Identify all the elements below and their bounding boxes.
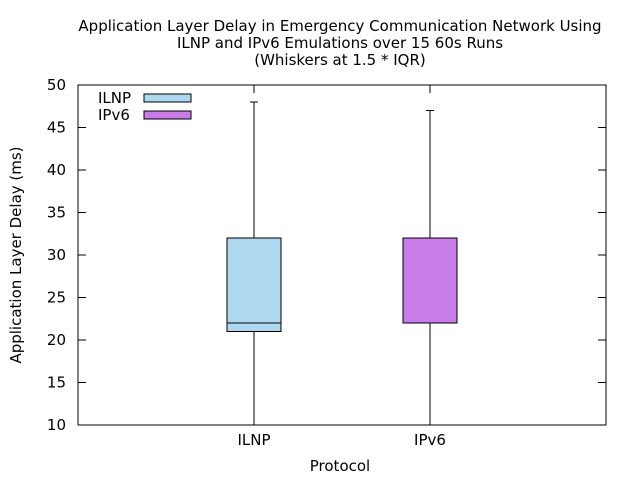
box-ipv6: [402, 110, 458, 426]
y-tick-label: 25: [47, 289, 66, 307]
legend-label: ILNP: [98, 89, 131, 107]
x-axis: ILNP IPv6: [237, 85, 446, 449]
plot-area: [77, 84, 607, 426]
y-tick-label: 35: [47, 204, 66, 222]
y-tick-label: 10: [47, 416, 66, 434]
box-iqr: [402, 237, 458, 324]
legend-label: IPv6: [98, 106, 130, 124]
x-tick-label: ILNP: [237, 431, 270, 449]
x-axis-label: Protocol: [310, 457, 370, 475]
chart-title-line: Application Layer Delay in Emergency Com…: [78, 17, 601, 35]
y-axis-label: Application Layer Delay (ms): [7, 146, 25, 363]
legend-swatch: [143, 93, 192, 103]
box-series: [226, 101, 458, 426]
y-tick-label: 40: [47, 161, 66, 179]
y-tick-label: 45: [47, 119, 66, 137]
y-tick-label: 30: [47, 246, 66, 264]
y-axis: 10 15 20 25 30 35 40 45 50: [47, 76, 606, 434]
box-iqr: [226, 237, 282, 332]
y-tick-label: 50: [47, 76, 66, 94]
chart-title: Application Layer Delay in Emergency Com…: [78, 17, 601, 69]
plot-border: [77, 84, 607, 426]
y-tick-label: 15: [47, 374, 66, 392]
chart-title-line: ILNP and IPv6 Emulations over 15 60s Run…: [177, 34, 503, 52]
x-tick-label: IPv6: [414, 431, 446, 449]
chart-title-line: (Whiskers at 1.5 * IQR): [254, 51, 426, 69]
legend-swatch: [143, 110, 192, 120]
box-ilnp: [226, 101, 282, 426]
y-tick-label: 20: [47, 331, 66, 349]
